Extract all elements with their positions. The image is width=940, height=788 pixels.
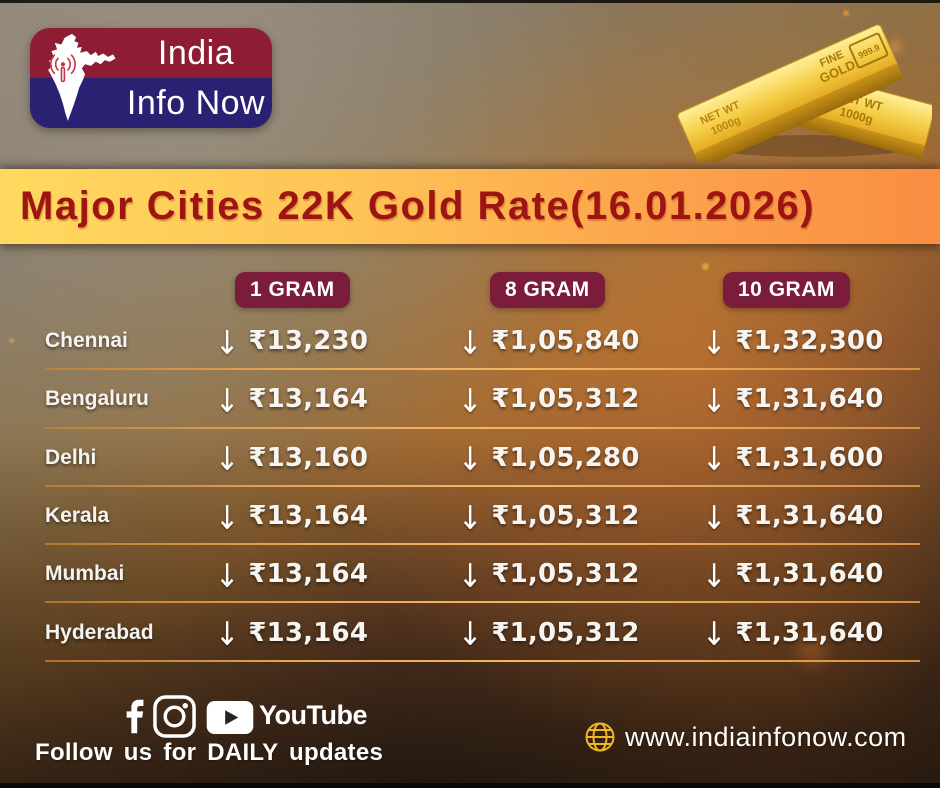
title-banner: Major Cities 22K Gold Rate(16.01.2026)	[0, 169, 940, 244]
price-1gram: ₹13,164	[248, 501, 369, 532]
city-label: Kerala	[45, 504, 110, 528]
logo-line1: India	[157, 33, 235, 72]
col-header-1gram: 1 GRAM	[235, 272, 350, 308]
gold-bars-image: NET WT 1000g NET WT 1000g FINE GOLD 999.…	[677, 24, 932, 162]
price-8gram: ₹1,05,312	[491, 559, 640, 590]
down-arrow-icon: ↓	[458, 323, 483, 362]
table-header: 1 GRAM 8 GRAM 10 GRAM	[45, 272, 920, 312]
price-10gram: ₹1,32,300	[735, 326, 884, 357]
price-1gram: ₹13,230	[248, 326, 369, 357]
city-label: Chennai	[45, 329, 128, 353]
gold-rate-table: 1 GRAM 8 GRAM 10 GRAM Chennai ↓ ₹13,230 ↓…	[45, 272, 920, 663]
price-1gram: ₹13,164	[248, 384, 369, 415]
facebook-icon[interactable]	[120, 695, 145, 738]
price-10gram: ₹1,31,640	[735, 384, 884, 415]
instagram-icon[interactable]	[153, 695, 196, 738]
bokeh-dot	[702, 263, 709, 270]
youtube-wordmark[interactable]: YouTube	[259, 700, 367, 730]
price-8gram: ₹1,05,312	[491, 384, 640, 415]
gold-bar-upper: NET WT 1000g FINE GOLD 999.9	[677, 24, 903, 162]
down-arrow-icon: ↓	[458, 498, 483, 537]
table-row: Hyderabad ↓ ₹13,164 ↓ ₹1,05,312 ↓ ₹1,31,640	[45, 603, 920, 663]
city-label: Bengaluru	[45, 387, 149, 411]
col-header-8gram: 8 GRAM	[490, 272, 605, 308]
website-url[interactable]: www.indiainfonow.com	[625, 721, 907, 752]
price-8gram: ₹1,05,280	[491, 442, 640, 473]
bottom-letterbox-bar	[0, 783, 940, 788]
down-arrow-icon: ↓	[458, 556, 483, 595]
city-label: Mumbai	[45, 562, 125, 586]
price-8gram: ₹1,05,312	[491, 617, 640, 648]
logo-line2: Info Now	[126, 83, 266, 122]
price-1gram: ₹13,160	[248, 442, 369, 473]
down-arrow-icon: ↓	[215, 440, 240, 479]
down-arrow-icon: ↓	[215, 323, 240, 362]
price-10gram: ₹1,31,600	[735, 442, 884, 473]
page-title: Major Cities 22K Gold Rate(16.01.2026)	[20, 184, 816, 228]
follow-us-text: Follow us for DAILY updates	[35, 739, 384, 766]
down-arrow-icon: ↓	[702, 381, 727, 420]
globe-icon	[585, 722, 615, 752]
city-label: Delhi	[45, 445, 97, 469]
price-10gram: ₹1,31,640	[735, 501, 884, 532]
table-row: Chennai ↓ ₹13,230 ↓ ₹1,05,840 ↓ ₹1,32,300	[45, 312, 920, 371]
city-label: Hyderabad	[45, 620, 154, 644]
price-8gram: ₹1,05,840	[491, 326, 640, 357]
price-8gram: ₹1,05,312	[491, 501, 640, 532]
table-row: Kerala ↓ ₹13,164 ↓ ₹1,05,312 ↓ ₹1,31,640	[45, 487, 920, 546]
india-info-now-logo: India Info Now	[30, 28, 272, 128]
down-arrow-icon: ↓	[702, 323, 727, 362]
website-link[interactable]: www.indiainfonow.com	[584, 721, 907, 753]
down-arrow-icon: ↓	[458, 440, 483, 479]
price-1gram: ₹13,164	[248, 617, 369, 648]
down-arrow-icon: ↓	[458, 615, 483, 654]
bokeh-dot	[9, 338, 14, 343]
down-arrow-icon: ↓	[215, 498, 240, 537]
down-arrow-icon: ↓	[702, 440, 727, 479]
down-arrow-icon: ↓	[215, 381, 240, 420]
price-10gram: ₹1,31,640	[735, 617, 884, 648]
col-header-10gram: 10 GRAM	[723, 272, 850, 308]
price-1gram: ₹13,164	[248, 559, 369, 590]
down-arrow-icon: ↓	[702, 615, 727, 654]
down-arrow-icon: ↓	[702, 556, 727, 595]
down-arrow-icon: ↓	[215, 615, 240, 654]
india-map-icon	[48, 33, 116, 121]
table-row: Delhi ↓ ₹13,160 ↓ ₹1,05,280 ↓ ₹1,31,600	[45, 429, 920, 488]
down-arrow-icon: ↓	[458, 381, 483, 420]
youtube-icon[interactable]	[206, 701, 254, 734]
down-arrow-icon: ↓	[215, 556, 240, 595]
table-row: Mumbai ↓ ₹13,164 ↓ ₹1,05,312 ↓ ₹1,31,640	[45, 545, 920, 604]
radio-broadcast-icon	[49, 54, 76, 83]
table-row: Bengaluru ↓ ₹13,164 ↓ ₹1,05,312 ↓ ₹1,31,640	[45, 370, 920, 429]
bokeh-dot	[843, 10, 849, 16]
down-arrow-icon: ↓	[702, 498, 727, 537]
top-letterbox-bar	[0, 0, 940, 3]
price-10gram: ₹1,31,640	[735, 559, 884, 590]
bokeh-dot	[798, 636, 826, 664]
